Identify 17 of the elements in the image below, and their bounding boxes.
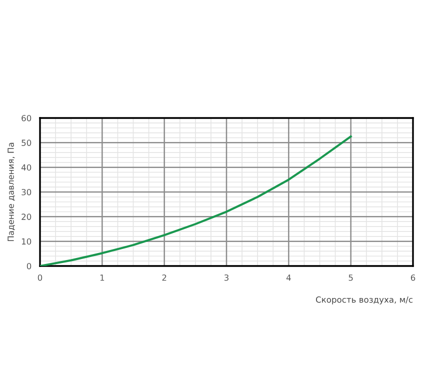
y-tick-label: 10 [22,238,32,245]
x-tick-label: 4 [286,274,291,281]
x-axis-title: Скорость воздуха, м/с [316,296,412,304]
x-tick-label: 0 [38,274,42,281]
y-tick-label: 30 [22,188,32,196]
y-axis-title: Падение давления, Па [8,142,15,242]
x-tick-label: 1 [100,274,104,281]
y-tick-label: 20 [22,214,32,220]
y-tick-label: 60 [22,114,32,122]
x-tick-label: 5 [348,274,353,281]
x-tick-label: 6 [410,274,416,281]
x-tick-label: 3 [224,274,228,281]
x-tick-label: 2 [162,274,166,281]
y-tick-label: 0 [26,262,32,270]
line-series [40,135,352,266]
y-tick-label: 40 [21,164,32,171]
y-tick-label: 50 [22,140,32,146]
